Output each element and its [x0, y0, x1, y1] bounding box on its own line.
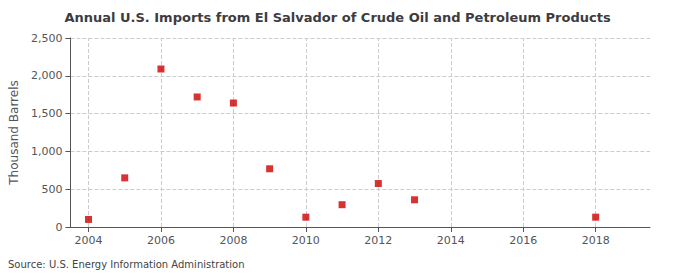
svg-text:2004: 2004: [75, 234, 103, 247]
svg-text:2010: 2010: [292, 234, 320, 247]
svg-text:2,500: 2,500: [31, 32, 63, 45]
svg-text:1,500: 1,500: [31, 107, 63, 120]
svg-text:2006: 2006: [147, 234, 175, 247]
svg-text:2012: 2012: [364, 234, 392, 247]
svg-text:2008: 2008: [219, 234, 247, 247]
svg-text:Thousand Barrels: Thousand Barrels: [7, 80, 21, 185]
svg-text:0: 0: [55, 221, 62, 234]
svg-text:2014: 2014: [437, 234, 465, 247]
svg-text:Source: U.S. Energy Informatio: Source: U.S. Energy Information Administ…: [8, 259, 245, 270]
svg-text:500: 500: [41, 183, 62, 196]
svg-text:2018: 2018: [582, 234, 610, 247]
svg-text:2016: 2016: [509, 234, 537, 247]
svg-text:1,000: 1,000: [31, 145, 63, 158]
svg-text:Annual U.S. Imports from El Sa: Annual U.S. Imports from El Salvador of …: [64, 10, 611, 25]
svg-text:2,000: 2,000: [31, 69, 63, 82]
